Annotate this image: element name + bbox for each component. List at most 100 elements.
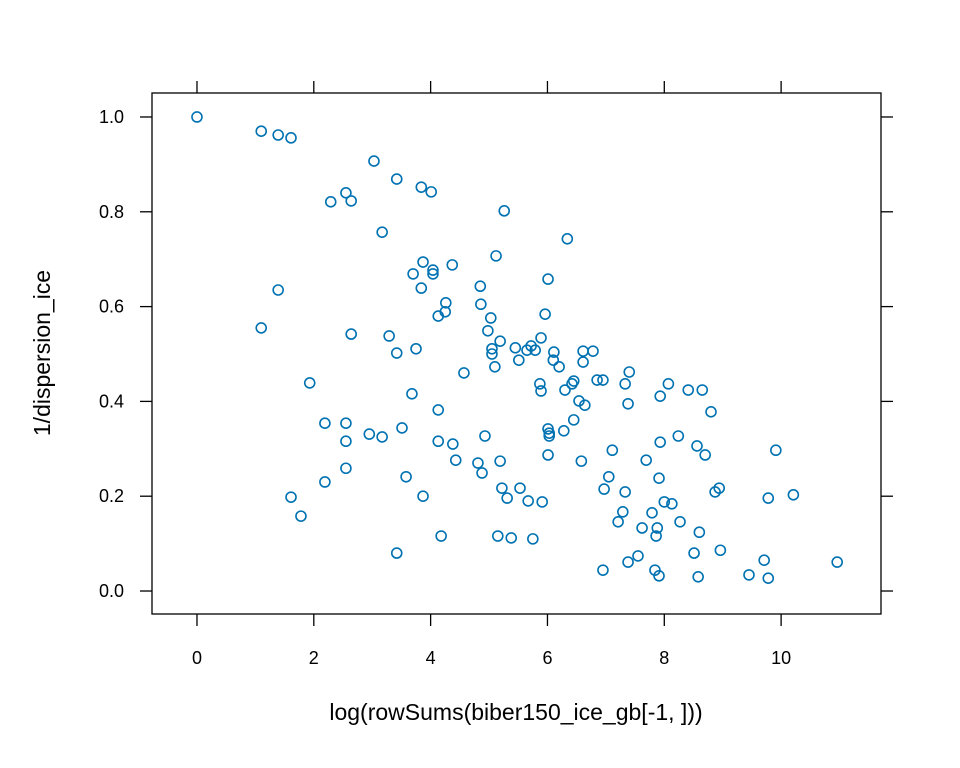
- point: [472, 457, 484, 469]
- point: [255, 322, 268, 334]
- point: [539, 308, 551, 320]
- point: [415, 181, 428, 193]
- point: [400, 470, 412, 483]
- point: [272, 284, 284, 296]
- point: [432, 435, 445, 448]
- point: [479, 430, 491, 442]
- point: [566, 378, 578, 390]
- point: [432, 404, 445, 416]
- point: [548, 346, 560, 358]
- point: [602, 470, 615, 483]
- point: [559, 384, 571, 396]
- point: [612, 516, 624, 528]
- point: [368, 155, 380, 167]
- point: [666, 497, 678, 510]
- point: [514, 482, 526, 494]
- point: [597, 374, 609, 386]
- point: [692, 570, 704, 583]
- point: [619, 486, 631, 498]
- point: [567, 414, 580, 426]
- point: [458, 367, 470, 379]
- point: [390, 173, 403, 185]
- point: [654, 390, 666, 402]
- point: [619, 378, 631, 390]
- point: [553, 360, 565, 373]
- point: [285, 132, 297, 144]
- point: [410, 342, 422, 355]
- y-axis-label: 1/dispersion_ice: [29, 270, 55, 436]
- point: [758, 554, 770, 566]
- point: [435, 530, 447, 542]
- point: [693, 526, 706, 539]
- point: [536, 496, 549, 508]
- y-tick-label: 0.8: [99, 202, 124, 222]
- point: [494, 335, 506, 347]
- point: [650, 530, 662, 542]
- point: [577, 356, 589, 368]
- x-tick-label: 2: [309, 648, 319, 668]
- point: [496, 482, 508, 494]
- point: [406, 388, 418, 400]
- point: [492, 530, 504, 542]
- point: [682, 384, 695, 396]
- point: [632, 550, 644, 562]
- point: [303, 377, 316, 389]
- point: [696, 384, 709, 396]
- point: [662, 378, 675, 390]
- point: [390, 547, 403, 559]
- point: [543, 430, 556, 442]
- point: [831, 556, 843, 568]
- point: [474, 280, 487, 293]
- point: [654, 436, 666, 448]
- point: [363, 428, 376, 440]
- point: [547, 354, 560, 366]
- point: [417, 256, 429, 268]
- point: [558, 424, 570, 437]
- point: [587, 345, 599, 357]
- point: [709, 486, 721, 498]
- point: [255, 125, 268, 138]
- point: [191, 111, 203, 123]
- point: [345, 328, 357, 340]
- point: [407, 268, 419, 280]
- point: [542, 449, 554, 461]
- plot-frame: [151, 92, 882, 615]
- point: [622, 556, 634, 568]
- point: [425, 186, 438, 198]
- y-tick-label: 0.2: [99, 486, 124, 506]
- point: [295, 510, 307, 522]
- y-tick-label: 0.0: [99, 581, 124, 601]
- point: [324, 196, 337, 208]
- point: [489, 360, 501, 373]
- point: [561, 233, 574, 245]
- y-tick-label: 0.4: [99, 391, 124, 411]
- point: [319, 417, 331, 430]
- y-tick-label: 1.0: [99, 107, 124, 127]
- point: [787, 488, 800, 501]
- point: [762, 572, 775, 585]
- point: [396, 422, 408, 434]
- x-tick-label: 4: [426, 648, 436, 668]
- point: [509, 342, 522, 354]
- point: [446, 259, 459, 271]
- point: [440, 297, 452, 309]
- point: [535, 385, 547, 397]
- point: [598, 483, 610, 495]
- point: [699, 449, 711, 461]
- point: [482, 324, 494, 337]
- point: [521, 344, 533, 357]
- point: [272, 129, 284, 141]
- point: [484, 312, 497, 324]
- point: [674, 516, 686, 528]
- point: [651, 522, 664, 534]
- point: [417, 490, 429, 503]
- point: [486, 342, 498, 355]
- point: [285, 491, 297, 503]
- point: [427, 264, 439, 276]
- point: [376, 226, 388, 238]
- point: [577, 345, 589, 357]
- point: [653, 570, 665, 582]
- point: [653, 472, 665, 484]
- point: [513, 354, 525, 366]
